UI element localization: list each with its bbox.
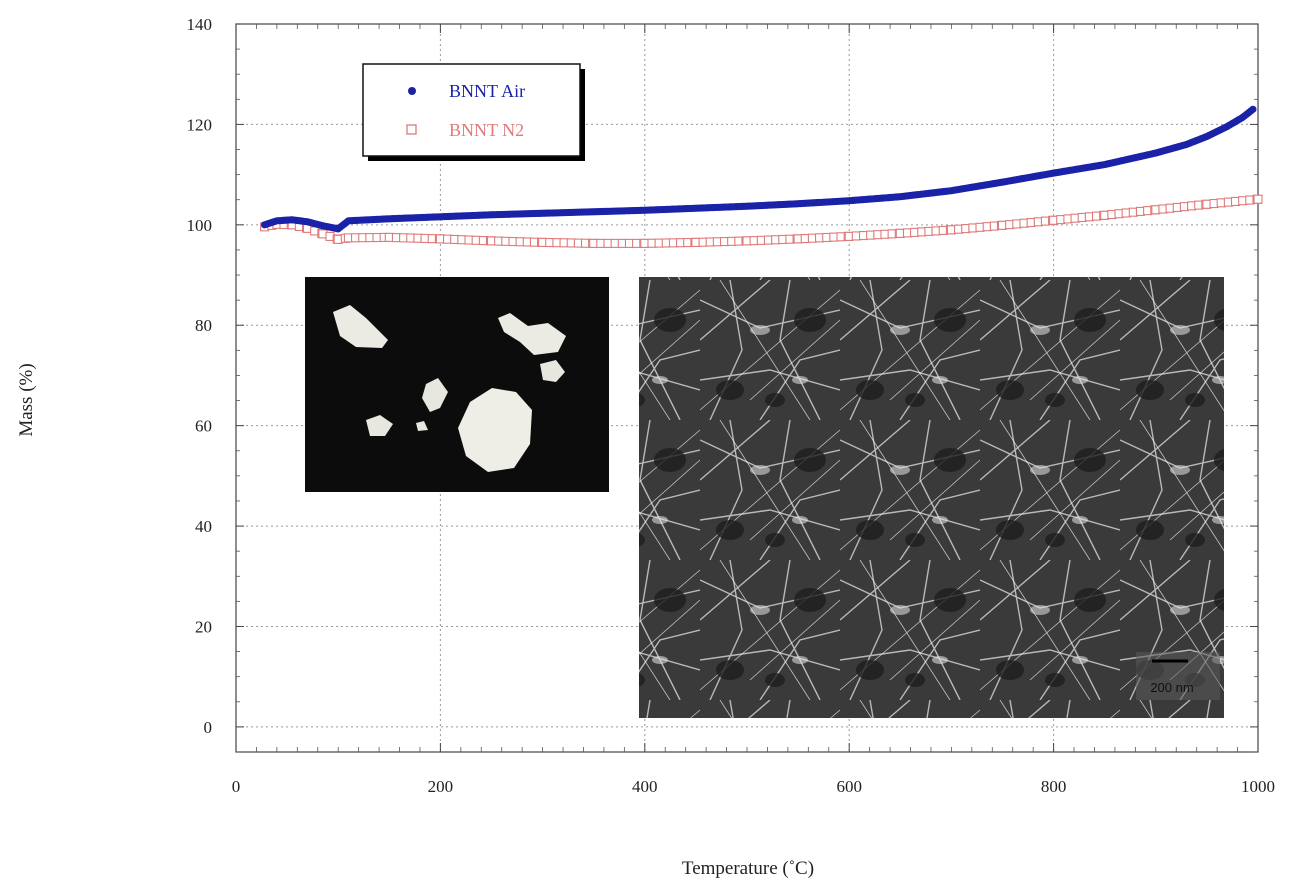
legend: BNNT Air BNNT N2 — [362, 63, 585, 161]
inset-micrograph: 200 nm — [639, 277, 1224, 718]
series-bnnt-air — [261, 105, 1257, 233]
puffball — [458, 388, 532, 472]
inset-photograph — [305, 277, 609, 492]
x-tick-label: 1000 — [1241, 777, 1275, 796]
legend-marker-bnnt-n2 — [406, 124, 417, 135]
x-tick-labels: 0 200 400 600 800 1000 — [232, 777, 1275, 796]
x-axis-title: Temperature (˚C) — [682, 858, 814, 879]
x-tick-label: 600 — [836, 777, 862, 796]
x-tick-label: 200 — [428, 777, 454, 796]
x-tick-label: 0 — [232, 777, 241, 796]
y-tick-label: 120 — [187, 115, 213, 134]
y-tick-label: 80 — [195, 316, 212, 335]
puffball — [366, 415, 393, 436]
y-tick-label: 20 — [195, 617, 212, 636]
series-bnnt-n2 — [260, 194, 1263, 248]
puffball — [422, 378, 448, 412]
legend-marker-bnnt-air — [408, 87, 416, 95]
data-point-bnnt-air — [1249, 105, 1257, 113]
x-tick-label: 400 — [632, 777, 658, 796]
scale-bar-label: 200 nm — [1150, 680, 1193, 695]
y-tick-labels: 0 20 40 60 80 100 120 140 — [187, 15, 213, 737]
puffball — [498, 313, 566, 355]
y-tick-label: 40 — [195, 517, 212, 536]
puffball — [416, 421, 428, 431]
minor-ticks — [236, 24, 1258, 753]
legend-label-bnnt-n2: BNNT N2 — [449, 120, 524, 140]
legend-label-bnnt-air: BNNT Air — [449, 81, 525, 101]
y-axis-title: Mass (%) — [16, 363, 37, 436]
puffball — [540, 360, 565, 382]
y-tick-label: 60 — [195, 417, 212, 436]
x-tick-label: 800 — [1041, 777, 1067, 796]
y-tick-label: 100 — [187, 216, 213, 235]
puffball — [333, 305, 388, 348]
y-tick-label: 0 — [204, 718, 213, 737]
data-point-bnnt-n2 — [1253, 194, 1263, 204]
y-tick-label: 140 — [187, 15, 213, 34]
